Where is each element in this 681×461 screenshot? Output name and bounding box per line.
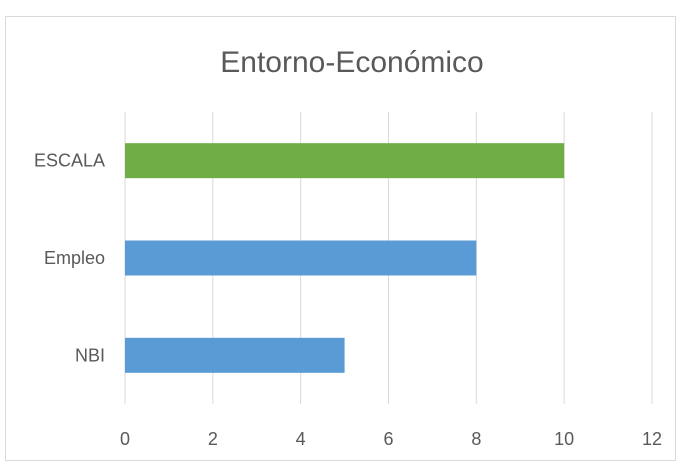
bar-escala [125, 143, 565, 179]
x-tick-label: 4 [296, 429, 306, 449]
x-tick-labels: 0 2 4 6 8 10 12 [120, 429, 662, 449]
x-tick-label: 10 [554, 429, 574, 449]
category-label: ESCALA [34, 151, 105, 171]
bar-nbi [125, 337, 345, 373]
category-label: NBI [75, 345, 105, 365]
x-tick-label: 12 [642, 429, 662, 449]
bars [125, 143, 565, 373]
x-tick-label: 8 [471, 429, 481, 449]
bar-empleo [125, 240, 477, 276]
category-label: Empleo [44, 248, 105, 268]
x-tick-label: 2 [208, 429, 218, 449]
chart-title: Entorno-Económico [220, 46, 483, 79]
category-labels: NBI Empleo ESCALA [34, 151, 105, 366]
x-tick-label: 6 [383, 429, 393, 449]
x-tick-label: 0 [120, 429, 130, 449]
